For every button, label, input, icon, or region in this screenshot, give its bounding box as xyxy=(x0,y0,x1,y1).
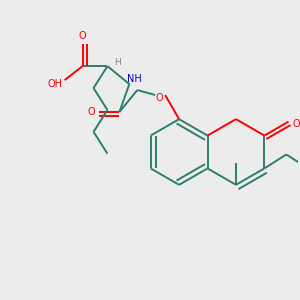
Text: OH: OH xyxy=(47,79,62,89)
Text: H: H xyxy=(114,58,121,67)
Text: O: O xyxy=(88,107,95,117)
Text: O: O xyxy=(293,118,300,129)
Text: O: O xyxy=(79,31,86,41)
Text: NH: NH xyxy=(127,74,142,84)
Text: O: O xyxy=(155,93,163,103)
